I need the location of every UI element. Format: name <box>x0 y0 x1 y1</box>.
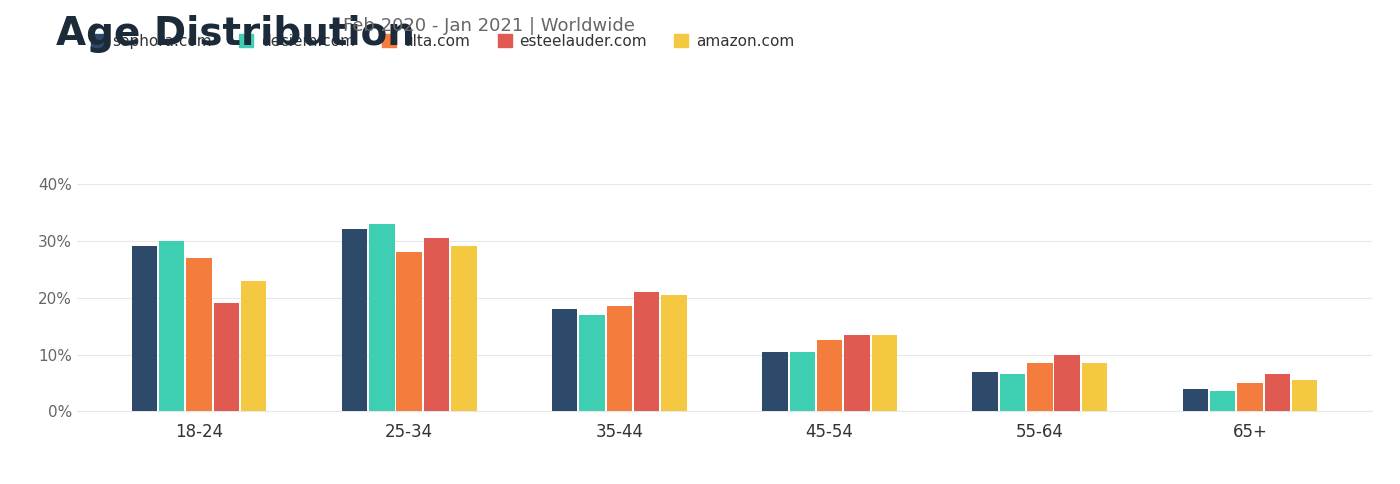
Bar <box>844 334 869 411</box>
Text: Age Distribution: Age Distribution <box>56 15 414 53</box>
Bar <box>132 246 157 411</box>
Bar <box>158 241 185 411</box>
Bar <box>1292 380 1317 411</box>
Bar <box>1028 363 1053 411</box>
Bar <box>1264 375 1291 411</box>
Bar <box>634 292 659 411</box>
Bar <box>424 238 449 411</box>
Bar <box>872 334 897 411</box>
Bar <box>1238 383 1263 411</box>
Bar <box>451 246 476 411</box>
Bar <box>1054 354 1079 411</box>
Bar <box>790 352 815 411</box>
Bar <box>1000 375 1025 411</box>
Bar <box>1183 389 1208 411</box>
Bar <box>186 258 211 411</box>
Bar <box>370 224 395 411</box>
Bar <box>973 372 998 411</box>
Bar <box>342 229 367 411</box>
Bar <box>606 306 631 411</box>
Bar <box>1210 392 1235 411</box>
Legend: sephora.com, deciem.com, ulta.com, esteelauder.com, amazon.com: sephora.com, deciem.com, ulta.com, estee… <box>84 28 801 55</box>
Bar <box>214 303 239 411</box>
Bar <box>552 309 577 411</box>
Text: Feb 2020 - Jan 2021 | Worldwide: Feb 2020 - Jan 2021 | Worldwide <box>343 17 634 35</box>
Bar <box>396 252 421 411</box>
Bar <box>762 352 788 411</box>
Bar <box>241 281 266 411</box>
Bar <box>580 315 605 411</box>
Bar <box>1082 363 1107 411</box>
Bar <box>818 340 843 411</box>
Bar <box>661 295 687 411</box>
